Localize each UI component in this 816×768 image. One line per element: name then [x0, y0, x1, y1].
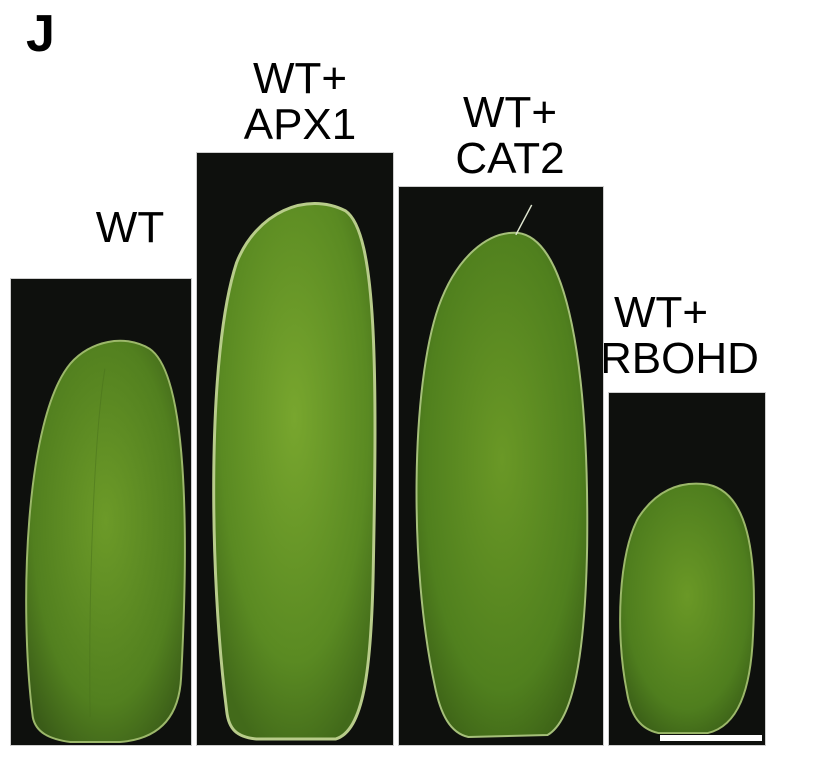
label-wt-cat2-line2: CAT2: [455, 134, 565, 183]
petal-wt-apx1: [212, 202, 377, 741]
petal-wt-cat2: [415, 204, 589, 739]
label-wt: WT: [60, 205, 200, 251]
label-wt-line1: WT: [95, 203, 165, 252]
label-wt-cat2: WT+ CAT2: [425, 90, 595, 182]
label-wt-cat2-line1: WT+: [462, 88, 558, 137]
petal-wt: [25, 339, 186, 744]
label-wt-apx1-line2: APX1: [243, 100, 357, 149]
label-wt-rbohd: WT+ RBOHD: [600, 290, 810, 382]
photo-wt-apx1: [196, 152, 394, 746]
panel-letter: J: [26, 5, 55, 63]
photo-wt-cat2: [398, 186, 604, 746]
label-wt-rbohd-line1: WT+: [614, 288, 709, 337]
label-wt-apx1: WT+ APX1: [215, 56, 385, 148]
photo-wt: [10, 278, 192, 746]
scale-bar: [660, 735, 762, 741]
petal-wt-rbohd: [619, 482, 755, 735]
label-wt-rbohd-line2: RBOHD: [600, 334, 759, 383]
label-wt-apx1-line1: WT+: [252, 54, 348, 103]
photo-wt-rbohd: [608, 392, 766, 746]
